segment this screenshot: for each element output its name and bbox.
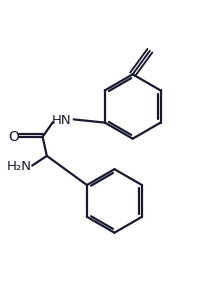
Text: HN: HN	[52, 114, 72, 127]
Text: O: O	[8, 130, 19, 144]
Text: H₂N: H₂N	[6, 160, 32, 173]
